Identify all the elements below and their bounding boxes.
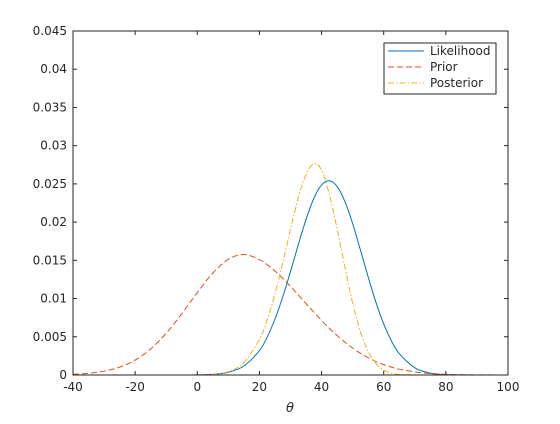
x-tick-label: 20 — [252, 380, 267, 394]
y-tick-label: 0.005 — [33, 330, 67, 344]
legend-label-posterior: Posterior — [430, 76, 483, 90]
x-tick-label: 0 — [193, 380, 201, 394]
y-tick-label: 0.02 — [40, 215, 67, 229]
legend-label-likelihood: Likelihood — [430, 44, 491, 58]
legend: Likelihood Prior Posterior — [383, 42, 497, 95]
y-tick-label: 0.01 — [40, 292, 67, 306]
y-tick-label: 0.015 — [33, 253, 67, 267]
legend-label-prior: Prior — [430, 60, 458, 74]
x-tick-label: 80 — [438, 380, 453, 394]
y-tick-label: 0 — [59, 368, 67, 382]
y-tick-label: 0.045 — [33, 24, 67, 38]
y-tick-label: 0.025 — [33, 177, 67, 191]
x-tick-label: 60 — [376, 380, 391, 394]
x-tick-label: -20 — [125, 380, 145, 394]
x-axis: -40 -20 0 20 40 60 80 100 — [63, 31, 519, 394]
x-axis-label: θ — [286, 401, 294, 416]
y-axis: 0 0.005 0.01 0.015 0.02 0.025 0.03 0.035 0.04 0.0… — [33, 24, 508, 382]
y-tick-label: 0.035 — [33, 100, 67, 114]
x-tick-label: 100 — [497, 380, 520, 394]
y-tick-label: 0.03 — [40, 139, 67, 153]
plot-frame — [72, 30, 509, 376]
x-tick-label: -40 — [63, 380, 83, 394]
y-tick-label: 0.04 — [40, 62, 67, 76]
legend-items: Likelihood Prior Posterior — [388, 44, 491, 90]
x-tick-label: 40 — [314, 380, 329, 394]
